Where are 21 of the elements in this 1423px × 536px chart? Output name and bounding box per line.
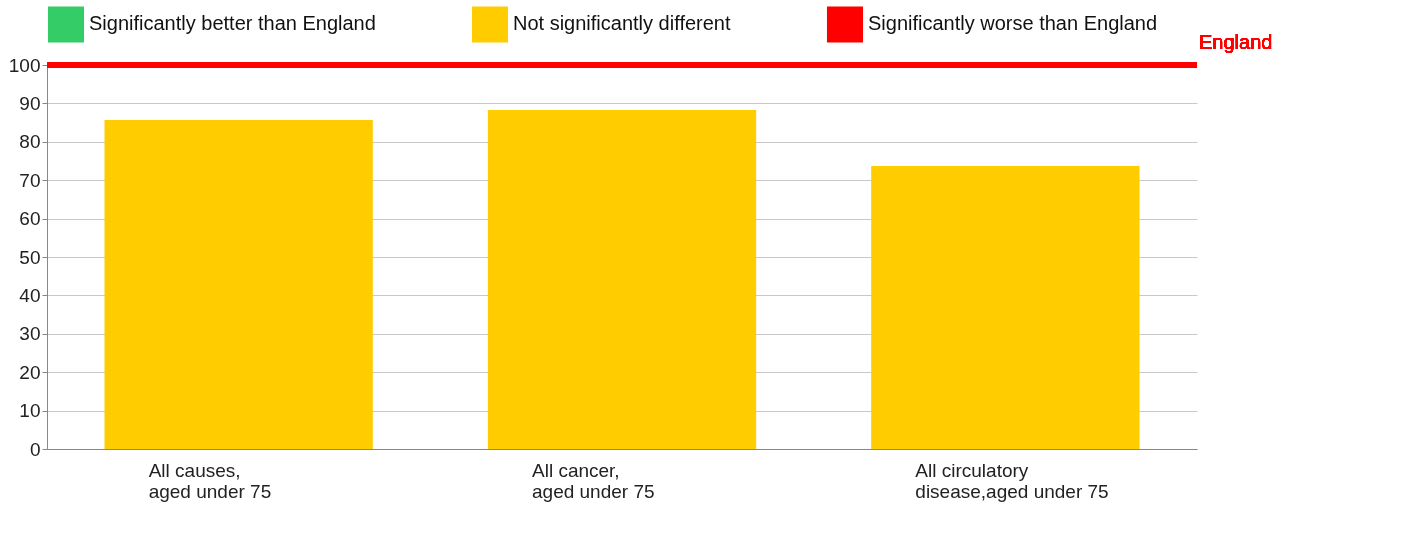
bar: [104, 119, 373, 449]
legend-label: Significantly worse than England: [868, 12, 1158, 35]
x-tick-label: All causes, aged under 75: [148, 459, 272, 502]
legend-label: Significantly better than England: [89, 12, 376, 35]
y-tick-label: 100: [8, 54, 41, 76]
legend-label: Not significantly different: [513, 12, 731, 35]
x-tick-label: All circulatory disease,aged under 75: [915, 459, 1109, 502]
y-tick-label: 0: [29, 438, 41, 460]
y-tick-label: 60: [19, 208, 41, 230]
y-tick-label: 20: [19, 361, 41, 383]
ref-line-label: England: [1199, 31, 1273, 53]
y-tick-label: 40: [19, 284, 41, 306]
bar: [871, 165, 1140, 449]
y-tick-label: 90: [19, 92, 41, 114]
x-tick-label: All cancer, aged under 75: [532, 459, 655, 502]
y-tick-label: 10: [19, 400, 41, 422]
y-tick-label: 30: [19, 323, 41, 345]
y-tick-label: 70: [19, 169, 41, 191]
y-tick-label: 80: [19, 131, 41, 153]
y-tick-label: 50: [19, 246, 41, 268]
bar: [487, 109, 757, 449]
